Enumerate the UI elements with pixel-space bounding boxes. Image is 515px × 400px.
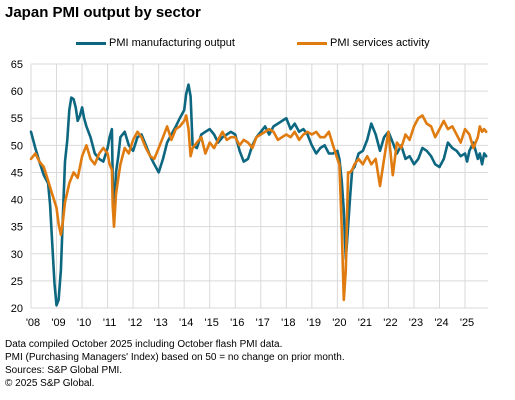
y-tick-label: 25	[11, 276, 23, 288]
legend-label-services: PMI services activity	[330, 37, 430, 49]
y-tick-label: 65	[11, 59, 23, 71]
x-tick-label: '17	[256, 317, 270, 329]
x-tick-label: '14	[179, 317, 193, 329]
chart-title: Japan PMI output by sector	[5, 4, 201, 21]
x-tick-label: '09	[51, 317, 65, 329]
x-tick-label: '25	[460, 317, 474, 329]
x-tick-label: '15	[205, 317, 219, 329]
series-line-manufacturing	[29, 83, 488, 307]
x-tick-label: '11	[103, 317, 117, 329]
x-tick-label: '12	[128, 317, 142, 329]
chart-notes: Data compiled October 2025 including Oct…	[5, 338, 345, 390]
note-compiled: Data compiled October 2025 including Oct…	[5, 339, 283, 350]
legend-item-services: PMI services activity	[297, 37, 430, 49]
x-tick-label: '19	[307, 317, 321, 329]
y-tick-label: 50	[11, 140, 23, 152]
x-tick-label: '13	[153, 317, 167, 329]
x-tick-label: '24	[434, 317, 448, 329]
note-pmi-definition: PMI (Purchasing Managers' Index) based o…	[5, 352, 345, 363]
line-chart: 20 25 30 35 40 45 50 55 60 65 '08 '09 '10 '11 '12 '13 '1…	[11, 59, 488, 329]
legend-item-manufacturing: PMI manufacturing output	[76, 37, 235, 49]
x-tick-label: '20	[332, 317, 346, 329]
x-tick-label: '22	[383, 317, 397, 329]
x-tick-label: '10	[77, 317, 91, 329]
legend-swatch-manufacturing	[76, 41, 106, 45]
y-tick-label: 35	[11, 222, 23, 234]
x-tick-label: '18	[281, 317, 295, 329]
legend-swatch-services	[297, 41, 327, 45]
y-tick-label: 45	[11, 167, 23, 179]
series-line-services	[29, 114, 488, 302]
y-tick-label: 30	[11, 249, 23, 261]
y-tick-label: 60	[11, 86, 23, 98]
note-copyright: © 2025 S&P Global.	[5, 378, 95, 389]
y-tick-label: 20	[11, 303, 23, 315]
x-tick-label: '21	[358, 317, 372, 329]
y-tick-label: 40	[11, 195, 23, 207]
x-tick-label: '16	[230, 317, 244, 329]
legend-label-manufacturing: PMI manufacturing output	[109, 37, 235, 49]
x-tick-label: '08	[26, 317, 40, 329]
y-tick-label: 55	[11, 113, 23, 125]
note-sources: Sources: S&P Global PMI.	[5, 365, 123, 376]
x-tick-label: '23	[409, 317, 423, 329]
